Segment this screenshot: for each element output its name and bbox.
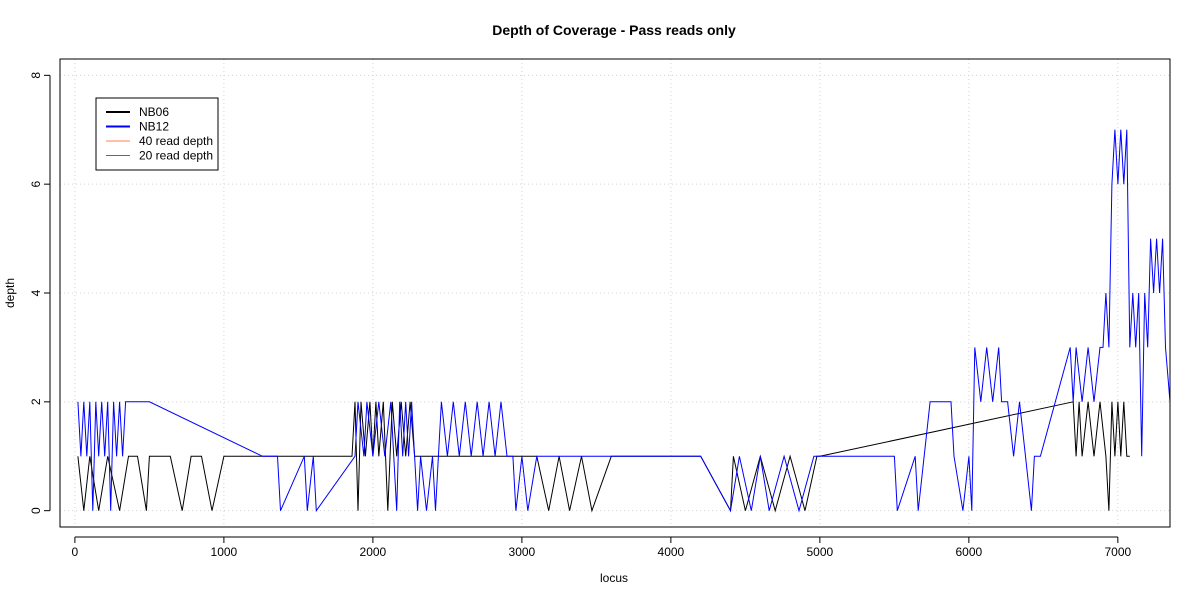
x-tick-label: 1000 xyxy=(211,545,238,559)
legend-box xyxy=(95,97,219,171)
x-tick-label: 6000 xyxy=(956,545,983,559)
y-tick-label: 6 xyxy=(29,181,43,188)
grid xyxy=(60,59,1170,527)
y-tick-label: 2 xyxy=(29,398,43,405)
x-axis: 0 1000 2000 3000 4000 5000 6000 7000 xyxy=(72,536,1132,559)
x-tick-label: 5000 xyxy=(807,545,834,559)
x-tick-label: 7000 xyxy=(1105,545,1132,559)
legend-label: NB12 xyxy=(139,120,169,134)
legend-label: NB06 xyxy=(139,105,169,119)
series-line-nb12 xyxy=(77,129,1171,513)
x-tick-label: 0 xyxy=(72,545,79,559)
y-axis: 0 2 4 6 8 xyxy=(29,72,51,514)
legend-label: 40 read depth xyxy=(139,134,213,148)
y-tick-label: 8 xyxy=(29,72,43,79)
y-axis-label: depth xyxy=(3,278,17,308)
y-tick-label: 4 xyxy=(29,289,43,296)
x-axis-label: locus xyxy=(600,571,628,585)
chart-title: Depth of Coverage - Pass reads only xyxy=(492,22,736,38)
x-tick-label: 2000 xyxy=(360,545,387,559)
series-line-nb06 xyxy=(77,401,1130,513)
plot-frame xyxy=(59,58,1171,528)
x-tick-label: 3000 xyxy=(509,545,536,559)
plot-area xyxy=(77,129,1171,513)
y-tick-label: 0 xyxy=(29,507,43,514)
legend-label: 20 read depth xyxy=(139,149,213,163)
x-tick-label: 4000 xyxy=(658,545,685,559)
